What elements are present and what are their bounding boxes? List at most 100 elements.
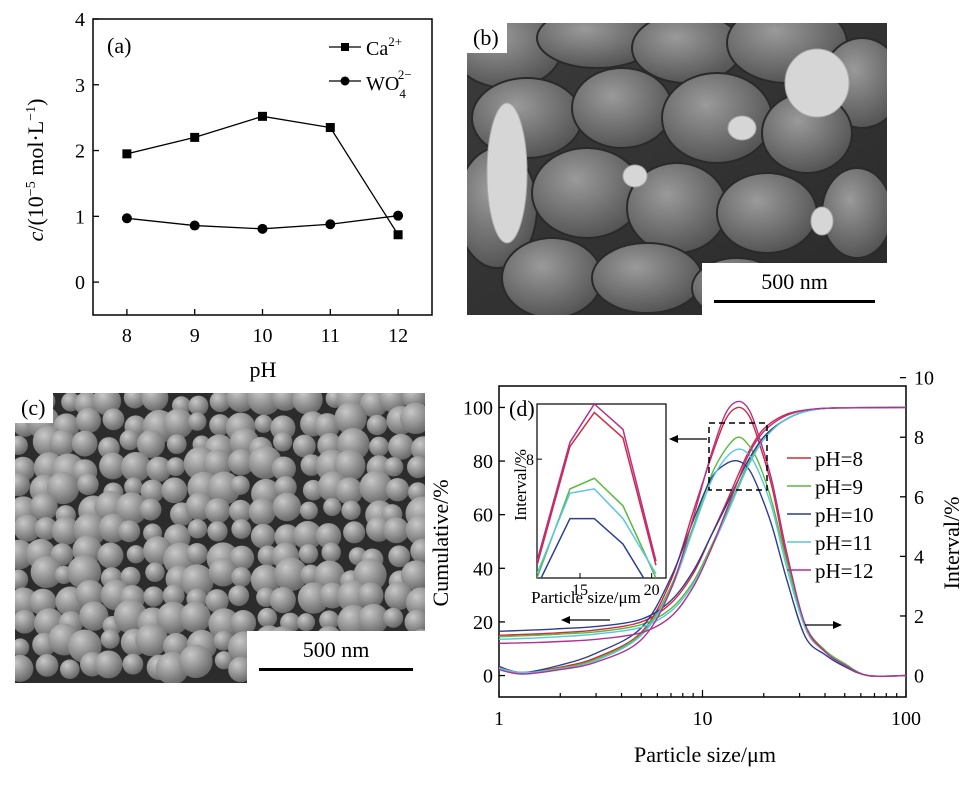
sem-grain: [323, 497, 342, 517]
inset-y-label: Interval/%: [511, 449, 530, 521]
interval-curve-ph-10: [498, 459, 907, 677]
sem-grain: [383, 607, 404, 628]
sem-bright-particle: [727, 115, 757, 141]
inset-curve-ph-11: [537, 488, 657, 575]
sem-grain: [407, 456, 425, 479]
sem-grain: [34, 517, 58, 541]
sem-grain: [209, 414, 231, 436]
sem-grain: [230, 609, 257, 636]
sem-grain: [46, 471, 80, 505]
sem-grain: [15, 638, 30, 657]
sem-grain: [214, 651, 234, 670]
arrow-to-inset: [669, 435, 707, 443]
scale-bar-text: 500 nm: [761, 269, 828, 294]
y-tick-label-left: 80: [473, 451, 493, 473]
sem-grain: [49, 429, 76, 456]
sem-grain: [99, 452, 126, 480]
interval-curve-ph-12: [498, 400, 907, 678]
sem-grain: [97, 542, 124, 569]
sem-grain: [272, 492, 302, 522]
sem-grain: [124, 477, 143, 497]
sem-grain: [228, 499, 252, 523]
interval-curve-ph-9: [498, 436, 907, 678]
sem-grain: [273, 432, 293, 452]
x-tick-label: 12: [388, 325, 408, 347]
sem-grain: [314, 413, 341, 439]
sem-grain: [321, 542, 341, 563]
y-axis-label: c/(10−5 mol·L−1): [23, 99, 48, 242]
sem-grain: [343, 521, 366, 544]
sem-grain: [388, 433, 415, 460]
sem-grain: [30, 556, 63, 589]
sem-grain: [77, 473, 99, 496]
legend-label: pH=12: [815, 559, 874, 583]
sem-grain: [292, 393, 323, 415]
sem-grain: [821, 167, 887, 259]
y-tick-label-right: 6: [914, 487, 924, 509]
sem-bright-particle: [622, 164, 648, 188]
y-tick-label: 4: [75, 9, 85, 31]
data-point-wo4: [393, 210, 404, 221]
legend-label: pH=8: [815, 447, 863, 471]
sem-grain: [120, 566, 141, 587]
data-point-ca: [393, 230, 403, 240]
sem-bright-particle: [486, 102, 528, 244]
panel-a-chart: 0 1 2 3 4 8 9 10 11 12 (a) c/(10−5 mol·L−1) pH Ca…: [0, 0, 450, 385]
inset-x-tick-label: 15: [572, 582, 588, 599]
sem-grain: [15, 569, 29, 590]
sem-grain: [205, 589, 229, 613]
data-point-ca: [122, 149, 132, 159]
sem-grain: [228, 585, 250, 607]
panel-label-a: (a): [107, 33, 131, 58]
series-line-ca: [126, 115, 399, 236]
sem-grain: [180, 564, 214, 598]
inset-curve-ph-10: [540, 517, 645, 578]
sem-grain: [274, 476, 297, 499]
x-tick-label: 8: [122, 325, 132, 347]
sem-grain: [230, 475, 250, 496]
y-tick-label: 0: [75, 272, 85, 294]
inset-curve-ph-8: [537, 411, 657, 566]
data-point-wo4: [121, 213, 132, 224]
sem-grain: [209, 393, 231, 413]
y-tick-label: 2: [75, 141, 85, 163]
sem-grain: [188, 395, 209, 416]
y-tick-label-left: 20: [473, 612, 493, 634]
sem-grain: [120, 452, 151, 483]
scale-bar-line: [259, 668, 413, 671]
sem-grain: [357, 582, 384, 609]
sem-grain: [179, 601, 211, 633]
sem-grain: [369, 436, 389, 457]
sem-grain: [271, 456, 296, 481]
legend-ca-label: Ca2+: [366, 34, 402, 60]
x-tick-label: 100: [891, 708, 921, 730]
arrow-to-right-axis: [805, 621, 842, 629]
sem-grain: [136, 430, 165, 459]
panel-label-c: (c): [15, 393, 54, 423]
panel-d-chart: 0 20 40 60 80 100 0 2 4 6 8 10 1 10 100 (d) Particle s…: [425, 368, 967, 793]
y-tick-label-right: 4: [914, 546, 924, 568]
sem-grain: [359, 470, 393, 505]
y-tick-label-left: 40: [473, 558, 493, 580]
legend-label: pH=10: [815, 503, 874, 527]
sem-grain: [319, 610, 340, 631]
sem-grain: [231, 519, 252, 539]
sem-grain: [35, 654, 59, 677]
y-axis-label-left: Cumulative/%: [428, 479, 453, 606]
zoom-box: [708, 422, 768, 491]
sem-grain: [166, 457, 186, 477]
sem-grain: [15, 609, 37, 634]
sem-bright-particle: [784, 48, 850, 118]
legend-wo-label: WO42−: [366, 67, 412, 101]
scale-bar-b: 500 nm: [702, 263, 887, 315]
sem-grain: [271, 393, 299, 411]
arrow-to-left-axis: [561, 616, 610, 624]
scale-bar-c: 500 nm: [247, 631, 425, 683]
sem-grain: [335, 477, 364, 505]
legend: Ca2+ WO42−: [329, 34, 412, 101]
sem-grain: [405, 514, 425, 546]
sem-grain: [29, 492, 58, 521]
sem-grain: [716, 172, 818, 254]
sem-grain: [15, 472, 30, 497]
